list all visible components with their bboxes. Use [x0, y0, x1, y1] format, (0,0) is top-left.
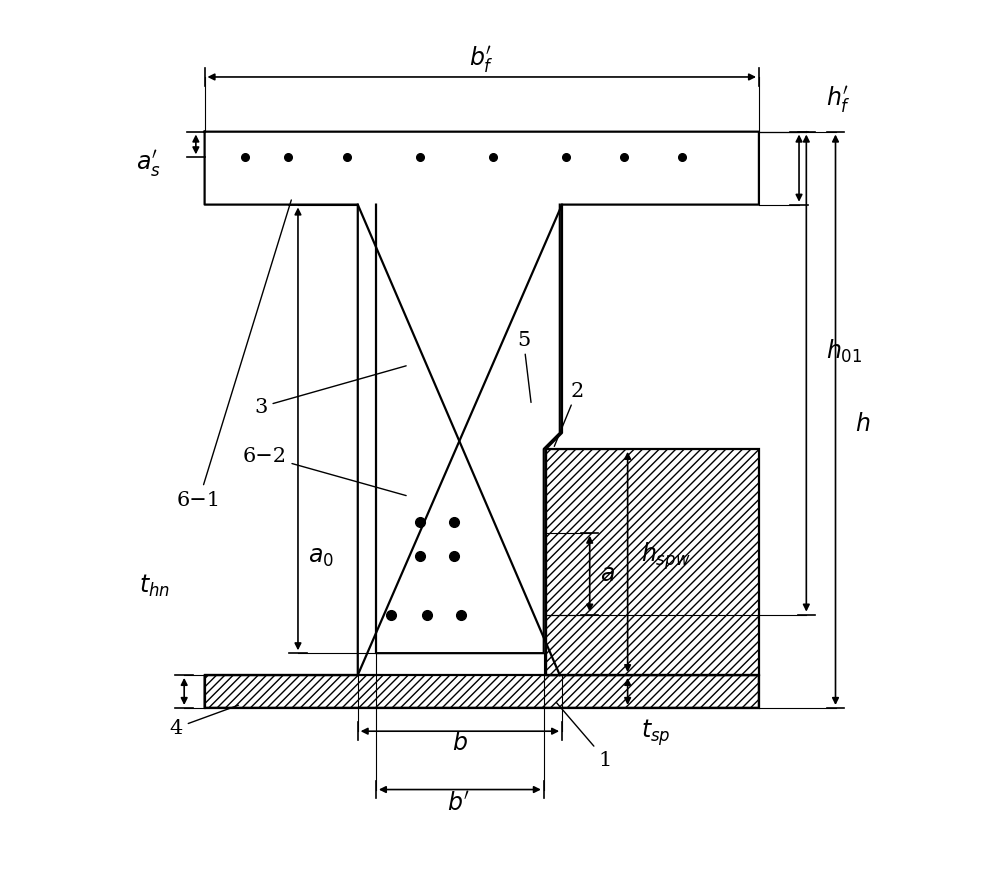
- Polygon shape: [546, 449, 759, 675]
- Text: $b_f'$: $b_f'$: [469, 45, 494, 75]
- Text: 3: 3: [254, 367, 406, 417]
- Text: $a_s'$: $a_s'$: [136, 148, 161, 178]
- Polygon shape: [205, 675, 759, 708]
- Text: $a_0$: $a_0$: [308, 545, 334, 568]
- Text: $h_f'$: $h_f'$: [826, 84, 851, 115]
- Text: $t_{hn}$: $t_{hn}$: [139, 573, 170, 599]
- Text: $h_{spw}$: $h_{spw}$: [641, 539, 690, 571]
- Text: $h_{01}$: $h_{01}$: [826, 338, 862, 365]
- Text: $a$: $a$: [600, 562, 615, 586]
- Text: 1: 1: [557, 702, 612, 769]
- Text: 5: 5: [517, 331, 531, 403]
- Text: $b$: $b$: [452, 731, 468, 753]
- Text: 6−2: 6−2: [243, 446, 406, 496]
- Text: 4: 4: [170, 705, 238, 738]
- Text: $t_{sp}$: $t_{sp}$: [641, 716, 670, 746]
- Text: 6−1: 6−1: [177, 201, 291, 510]
- Text: $b'$: $b'$: [447, 791, 470, 815]
- Text: $h$: $h$: [855, 412, 871, 435]
- Text: 2: 2: [554, 381, 584, 447]
